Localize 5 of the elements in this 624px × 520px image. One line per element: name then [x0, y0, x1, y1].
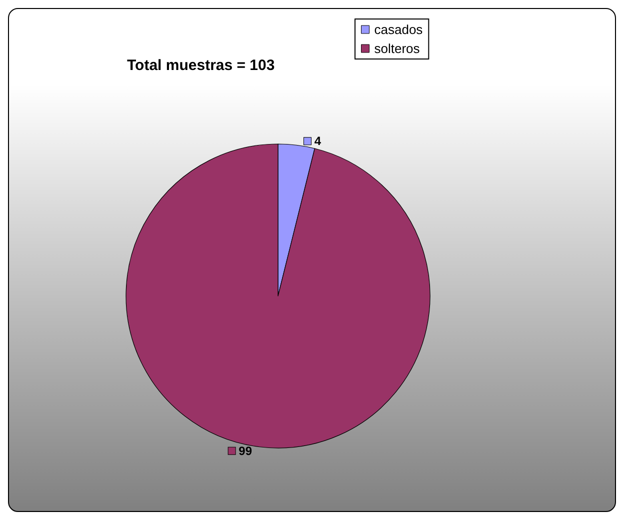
- data-label: 4: [310, 134, 322, 148]
- legend-label: solteros: [374, 41, 420, 56]
- text: Total muestras = 103: [127, 57, 275, 74]
- legend-label: casados: [374, 22, 424, 37]
- data-label: 99: [235, 444, 252, 458]
